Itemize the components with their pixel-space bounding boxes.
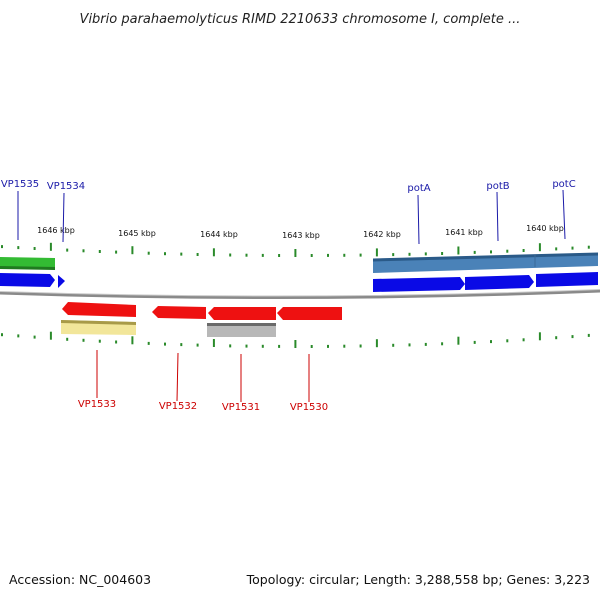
cds-vp1532[interactable] [152,306,206,319]
chromosome-backbone [0,289,600,300]
svg-text:potC: potC [552,179,575,190]
label-vp1531[interactable]: VP1531 [222,354,260,413]
label-vp1533[interactable]: VP1533 [78,350,116,410]
cds-vp1535[interactable] [0,273,55,287]
gene-vp1535-green[interactable] [0,257,55,270]
map-title: Vibrio parahaemolyticus RIMD 2210633 chr… [80,12,521,27]
label-potc[interactable]: potC [552,179,576,240]
cds-pota[interactable] [373,277,465,292]
kbp-label: 1646 kbp [37,226,75,235]
label-vp1534[interactable]: VP1534 [47,181,85,243]
kbp-label: 1644 kbp [200,230,238,239]
svg-text:VP1535: VP1535 [1,179,39,190]
svg-text:VP1531: VP1531 [222,402,260,413]
label-vp1532[interactable]: VP1532 [159,352,197,412]
bottom-tick-track [1,331,590,348]
label-pota[interactable]: potA [407,183,431,245]
cds-vp1534[interactable] [58,275,65,288]
kbp-label: 1641 kbp [445,228,483,237]
kbp-label: 1643 kbp [282,231,320,240]
cds-vp1531[interactable] [208,307,276,320]
genome-summary-text: Topology: circular; Length: 3,288,558 bp… [246,572,590,587]
gene-vp1533-yellow[interactable] [61,320,136,335]
gene-vp1531-gray[interactable] [207,323,276,337]
cds-vp1533[interactable] [62,302,136,317]
label-vp1535[interactable]: VP1535 [1,179,39,240]
kbp-label: 1645 kbp [118,229,156,238]
svg-text:VP1532: VP1532 [159,401,197,412]
svg-text:potB: potB [486,181,509,192]
kbp-label: 1642 kbp [363,230,401,239]
cds-potb[interactable] [465,275,534,290]
svg-text:VP1534: VP1534 [47,181,85,192]
cds-potc[interactable] [536,272,598,287]
top-tick-track [1,242,590,257]
svg-text:VP1530: VP1530 [290,402,328,413]
label-vp1530[interactable]: VP1530 [290,354,328,413]
svg-text:potA: potA [407,183,430,194]
label-potb[interactable]: potB [486,181,510,242]
svg-text:VP1533: VP1533 [78,399,116,410]
cds-vp1530[interactable] [277,307,342,320]
gene-pot-operon-steelblue[interactable] [373,252,598,274]
kbp-label: 1640 kbp [526,224,564,233]
chromosome-backbone-highlight [0,289,600,297]
accession-text: Accession: NC_004603 [9,572,152,587]
